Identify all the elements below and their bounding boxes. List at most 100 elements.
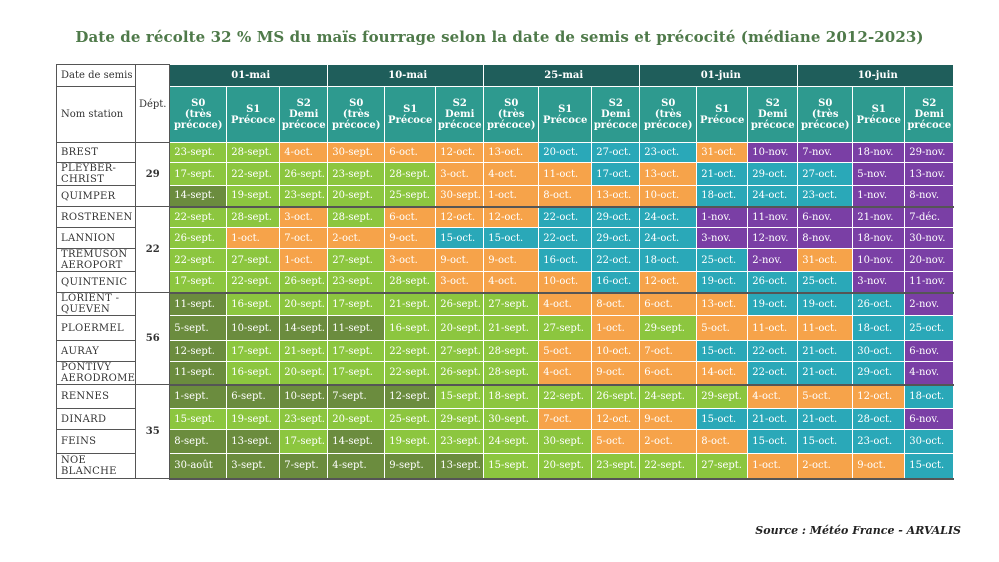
harvest-date-cell: 22-oct. [538,206,593,228]
sowing-date-header: 25-mai [483,64,641,87]
harvest-date-cell: 20-sept. [279,361,329,386]
harvest-date-cell: 3-oct. [279,206,329,228]
date-de-semis-header: Date de semis [55,64,137,87]
station-name: PONTIVY AERODROME [55,361,137,385]
station-name: LORIENT - QUEVEN [55,292,137,316]
table-row: NOE BLANCHE 30-août 3-sept. 7-sept. 4-sept. 9… [55,453,955,480]
harvest-date-cell: 1-oct. [747,453,799,480]
department-code: 29 [135,142,171,207]
harvest-date-cell: 13-oct. [483,142,540,163]
department-code: 22 [135,206,171,293]
harvest-date-cell: 16-sept. [226,292,281,316]
precocity-code: S0 [349,98,364,109]
harvest-date-cell: 25-sept. [384,408,437,430]
harvest-date-cell: 26-sept. [591,384,641,409]
harvest-date-cell: 2-nov. [904,292,955,316]
harvest-date-cell: 18-nov. [852,227,906,249]
harvest-date-cell: 22-sept. [226,162,281,186]
harvest-date-cell: 21-oct. [797,361,854,386]
harvest-date-cell: 10-nov. [852,248,906,272]
table-row: PLOERMEL 5-sept. 10-sept. 14-sept. 11-sept. 1… [55,315,955,341]
table-row: PONTIVY AERODROME 11-sept. 16-sept. 20-sept… [55,361,955,386]
harvest-date-cell: 12-oct. [483,206,540,228]
precocity-label: (très précoce) [331,109,381,131]
harvest-date-cell: 13-nov. [904,162,955,186]
sowing-date-header: 01-juin [639,64,799,87]
harvest-date-cell: 20-sept. [327,185,386,208]
precocity-header: S2 Demi précoce [904,86,955,143]
precocity-code: S1 [403,103,418,115]
table-body: BREST 29 23-sept. 28-sept. 4-oct. 30-sept. 6-o… [55,142,955,480]
harvest-date-cell: 7-déc. [904,206,955,228]
harvest-date-cell: 30-sept. [435,185,485,208]
harvest-date-cell: 15-oct. [747,429,799,454]
harvest-date-cell: 23-sept. [279,408,329,430]
harvest-date-cell: 1-nov. [696,206,749,228]
harvest-date-cell: 14-oct. [696,361,749,386]
harvest-date-cell: 12-oct. [435,206,485,228]
precocity-header-row: Nom station Dépt. S0 (très précoce) S1 Préc… [55,86,955,143]
precocity-header: S1 Précoce [852,86,906,143]
harvest-date-cell: 28-sept. [226,206,281,228]
harvest-date-cell: 15-oct. [483,227,540,249]
harvest-date-cell: 22-sept. [639,453,698,480]
station-name: ROSTRENEN [55,206,137,228]
table-row: FEINS 8-sept. 13-sept. 17-sept. 14-sept. 19-s… [55,429,955,454]
harvest-date-cell: 11-nov. [747,206,799,228]
table-row: ROSTRENEN 22 22-sept. 28-sept. 3-oct. 28-sept… [55,206,955,293]
harvest-date-cell: 1-oct. [279,248,329,272]
harvest-date-cell: 17-oct. [591,162,641,186]
harvest-date-cell: 19-oct. [696,271,749,294]
harvest-date-cell: 31-oct. [797,248,854,272]
harvest-date-cell: 22-sept. [226,271,281,294]
harvest-date-cell: 9-sept. [384,453,437,480]
harvest-date-cell: 24-oct. [639,227,698,249]
harvest-date-cell: 26-sept. [169,227,228,249]
harvest-date-cell: 20-sept. [327,408,386,430]
harvest-date-cell: 30-sept. [538,429,593,454]
precocity-code: S2 [452,98,467,109]
harvest-date-cell: 9-oct. [384,227,437,249]
harvest-date-cell: 27-sept. [226,248,281,272]
harvest-date-cell: 25-oct. [696,248,749,272]
harvest-date-cell: 3-nov. [696,227,749,249]
harvest-date-cell: 29-nov. [904,142,955,163]
harvest-date-cell: 17-sept. [327,292,386,316]
harvest-date-cell: 22-sept. [384,340,437,362]
harvest-date-cell: 27-sept. [696,453,749,480]
harvest-date-cell: 27-oct. [797,162,854,186]
harvest-date-cell: 28-sept. [327,206,386,228]
precocity-label: Demi précoce [437,109,482,131]
precocity-label: Précoce [543,114,588,126]
precocity-header: S0 (très précoce) [483,86,540,143]
harvest-date-cell: 20-oct. [538,142,593,163]
harvest-date-cell: 17-sept. [279,429,329,454]
harvest-date-cell: 29-oct. [591,206,641,228]
station-name: PLOERMEL [55,315,137,341]
harvest-date-cell: 12-oct. [591,408,641,430]
precocity-label: Demi précoce [907,109,952,131]
harvest-date-cell: 13-oct. [591,185,641,208]
precocity-header: S2 Demi précoce [747,86,799,143]
harvest-date-cell: 21-oct. [747,408,799,430]
harvest-date-cell: 18-nov. [852,142,906,163]
harvest-date-cell: 11-oct. [797,315,854,341]
harvest-date-cell: 13-oct. [639,162,698,186]
harvest-date-cell: 10-oct. [538,271,593,294]
harvest-date-cell: 16-sept. [226,361,281,386]
harvest-date-cell: 27-sept. [327,248,386,272]
harvest-date-cell: 15-oct. [435,227,485,249]
harvest-date-cell: 23-oct. [797,185,854,208]
table-row: RENNES 35 1-sept. 6-sept. 10-sept. 7-sept. 12-… [55,384,955,479]
harvest-date-cell: 16-oct. [591,271,641,294]
harvest-date-cell: 13-sept. [226,429,281,454]
harvest-date-cell: 4-oct. [483,271,540,294]
harvest-date-cell: 17-sept. [169,271,228,294]
harvest-date-cell: 17-sept. [226,340,281,362]
precocity-header: S2 Demi précoce [591,86,641,143]
harvest-date-cell: 18-oct. [696,185,749,208]
harvest-date-cell: 6-oct. [384,206,437,228]
harvest-date-cell: 27-sept. [538,315,593,341]
department-code: 35 [135,384,171,479]
harvest-date-cell: 21-oct. [797,408,854,430]
